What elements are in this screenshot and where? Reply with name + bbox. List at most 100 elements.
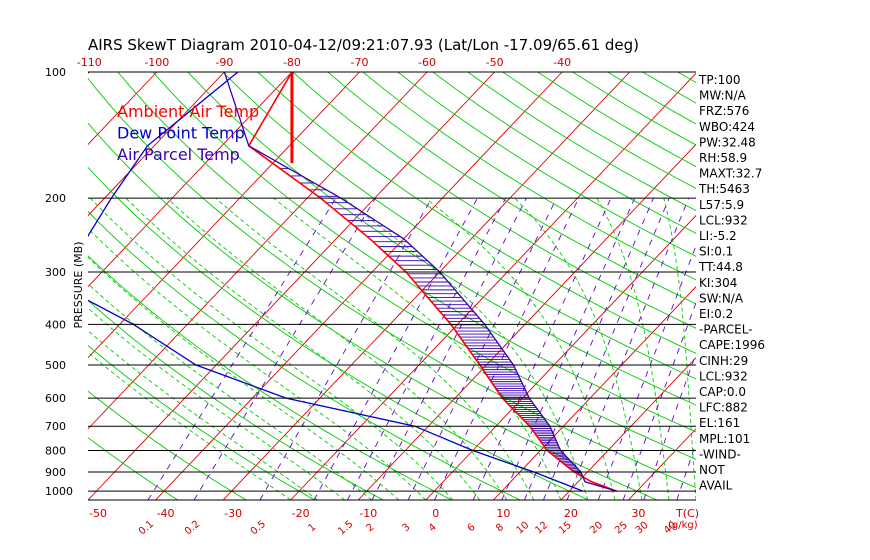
dry-adiabat-line: [748, 72, 870, 500]
index-entry: FRZ:576: [699, 104, 749, 118]
dewpoint-line: [88, 72, 584, 492]
dry-adiabat-line: [88, 299, 384, 500]
pressure-tick-label: 100: [45, 66, 66, 79]
top-temp-label: -100: [144, 56, 169, 69]
dry-adiabat-line: [292, 72, 696, 329]
index-entry: PW:32.48: [699, 135, 756, 149]
mixing-ratio-label: 1.5: [336, 519, 355, 538]
isotherm-line: [88, 72, 225, 217]
top-temp-label: -60: [418, 56, 436, 69]
mixing-ratio-unit: (g/kg): [668, 520, 698, 531]
mixing-ratio-label: 4: [427, 522, 439, 535]
index-entry: LFC:882: [699, 401, 748, 415]
isotherm-line: [88, 72, 158, 146]
isotherm-line: [88, 72, 428, 430]
index-entry: NOT: [699, 463, 725, 477]
index-entry: LCL:932: [699, 213, 748, 227]
mixing-ratio-label: 12: [533, 520, 550, 537]
dry-adiabat-line: [117, 72, 696, 460]
dry-adiabat-line: [88, 166, 589, 500]
mixing-ratio-line: [259, 197, 433, 500]
dry-adiabat-line: [152, 72, 696, 433]
dry-adiabat-line: [257, 72, 696, 354]
bottom-temp-label: -50: [89, 507, 107, 520]
moist-adiabat-line: [88, 307, 345, 500]
index-entry: MPL:101: [699, 432, 750, 446]
isotherm-line: [155, 72, 563, 500]
moist-adiabat-line: [663, 198, 696, 500]
bottom-temp-label: -30: [224, 507, 242, 520]
legend-entry: Dew Point Temp: [117, 124, 245, 143]
index-entry: CAPE:1996: [699, 338, 765, 352]
index-entry: SW:N/A: [699, 291, 744, 305]
index-entry: -WIND-: [699, 447, 741, 461]
dry-adiabat-line: [88, 390, 247, 500]
moist-adiabat-line: [90, 197, 454, 500]
index-entry: AVAIL: [699, 479, 733, 493]
dry-adiabat-line: [642, 72, 696, 104]
moist-adiabat-line: [425, 197, 616, 500]
bottom-temp-label: 10: [496, 507, 510, 520]
top-temp-label: -40: [553, 56, 571, 69]
index-entry: TP:100: [698, 73, 741, 87]
dry-adiabat-line: [362, 72, 696, 281]
dry-adiabat-line: [88, 255, 452, 500]
moist-adiabat-line: [88, 256, 400, 500]
bottom-temp-label: -20: [292, 507, 310, 520]
index-entry: TH:5463: [698, 182, 750, 196]
isotherm-line: [425, 214, 696, 500]
index-entry: RH:58.9: [699, 151, 747, 165]
dry-adiabat-line: [88, 122, 658, 500]
index-entry: CAP:0.0: [699, 385, 746, 399]
moist-adiabat-line: [514, 197, 643, 500]
dry-adiabat-line: [327, 72, 696, 305]
moist-adiabat-line: [88, 330, 318, 500]
index-entry: TT:44.8: [698, 260, 743, 274]
moist-adiabat-line: [215, 197, 535, 500]
index-entry: LCL:932: [699, 369, 748, 383]
index-entry: WBO:424: [699, 120, 755, 134]
mixing-ratio-line: [193, 197, 376, 500]
pressure-tick-label: 700: [45, 420, 66, 433]
bottom-temp-label: 30: [631, 507, 645, 520]
index-entry: L57:5.9: [699, 198, 744, 212]
moist-adiabat-line: [88, 227, 427, 500]
bottom-temp-label: -40: [157, 507, 175, 520]
mixing-ratio-line: [407, 197, 557, 500]
mixing-ratio-label: 20: [588, 520, 605, 537]
bottom-temp-unit: T(C): [675, 507, 699, 520]
index-entry: EL:161: [699, 416, 740, 430]
dry-adiabat-line: [432, 72, 696, 234]
bottom-temp-label: 20: [564, 507, 578, 520]
dry-adiabat-line: [88, 210, 521, 500]
mixing-ratio-line: [313, 197, 478, 500]
dry-adiabat-line: [88, 437, 178, 500]
isotherm-line: [493, 286, 696, 500]
y-axis-label: PRESSURE (MB): [72, 242, 85, 329]
mixing-ratio-line: [347, 197, 507, 500]
moist-adiabat-line: [166, 197, 508, 500]
mixing-ratio-label: 8: [494, 522, 506, 535]
bottom-temp-label: 0: [432, 507, 439, 520]
pressure-tick-label: 300: [45, 266, 66, 279]
pressure-tick-label: 400: [45, 318, 66, 331]
isotherm-line: [764, 72, 870, 500]
dry-adiabat-line: [502, 72, 696, 189]
mixing-ratio-line: [434, 197, 580, 500]
mixing-ratio-label: 6: [466, 522, 478, 535]
pressure-tick-label: 600: [45, 392, 66, 405]
index-entry: CINH:29: [699, 354, 748, 368]
top-temp-label: -110: [77, 56, 102, 69]
top-temp-label: -50: [486, 56, 504, 69]
isotherm-line: [560, 357, 696, 500]
isotherm-line: [290, 72, 696, 500]
mixing-ratio-label: 2: [364, 522, 376, 535]
dry-adiabat-line: [88, 77, 696, 488]
dry-adiabat-line: [222, 72, 696, 380]
mixing-ratio-label: 0.2: [183, 519, 202, 538]
mixing-ratio-label: 30: [634, 520, 651, 537]
moist-adiabat-line: [88, 351, 291, 500]
dry-adiabat-line: [397, 72, 696, 257]
